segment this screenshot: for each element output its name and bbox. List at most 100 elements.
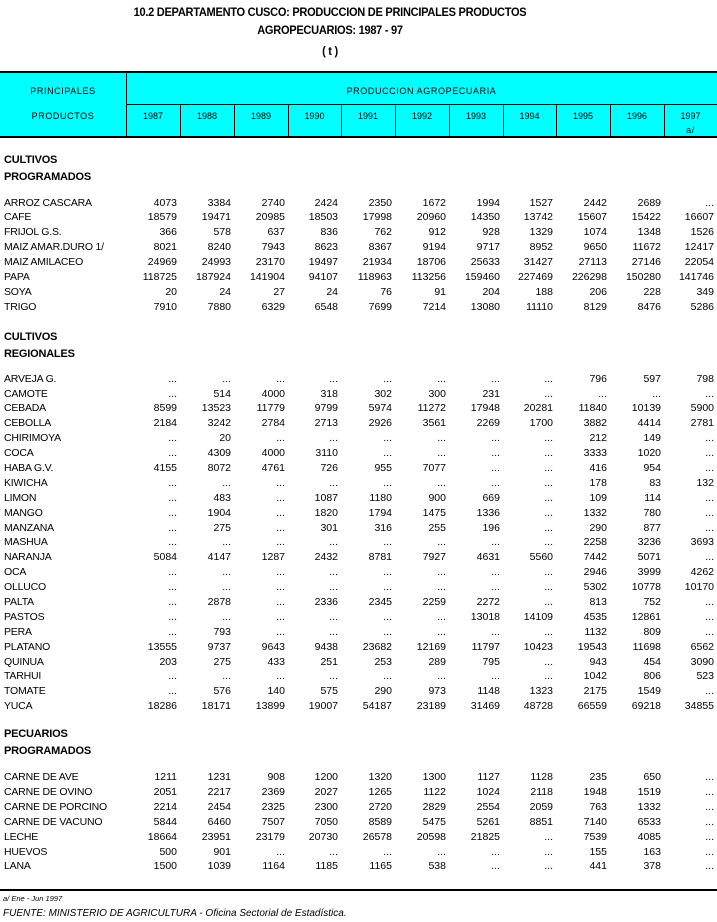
row-value: ... [544,521,553,534]
row-value: 1020 [637,447,661,460]
table-row: TARHUI........................ 1042 806 523 [0,669,717,684]
row-value: 8952 [529,241,553,254]
row-value: 2027 [314,786,338,798]
row-value: 5302 [583,581,607,594]
row-value: ... [705,771,714,784]
table-row: TRIGO 7910 7880 6329 6548 7699 7214 13080 11110 8… [0,300,717,315]
table-row: CAMOTE... 514 4000 318 302 300 231............ [0,387,717,402]
row-value: ... [168,506,177,519]
row-value: 27113 [578,256,607,269]
row-value: ... [705,387,714,400]
row-value: 9643 [261,640,285,653]
row-value: 2272 [476,595,500,608]
row-value: 7140 [583,815,607,828]
row-value: ... [383,670,392,683]
row-value: 13018 [470,610,500,623]
row-value: 302 [374,387,392,400]
header-divider [664,104,665,136]
row-value: 576 [213,685,231,698]
row-value: 13080 [470,300,500,313]
row-value: ... [705,432,714,445]
row-value: 2051 [153,786,177,798]
row-value: 10170 [684,581,714,594]
row-value: ... [168,595,177,608]
row-value: 877 [643,521,661,534]
row-value: 6460 [207,815,231,828]
row-value: 2454 [207,800,231,813]
row-value: ... [168,447,177,460]
row-value: 22054 [684,256,714,269]
row-value: 9799 [314,402,338,415]
row-value: 212 [589,432,607,445]
row-value: 973 [428,685,446,698]
row-value: ... [383,432,392,445]
row-value: ... [276,476,285,489]
row-value: 809 [643,625,661,638]
row-value: 8129 [583,300,607,313]
table-row: MAIZ AMAR.DURO 1/8021 8240 7943 8623 8367 919… [0,240,717,255]
row-label: MANZANA [4,521,54,534]
row-label: TARHUI [4,670,42,683]
row-value: 18579 [147,211,177,224]
row-value: 231 [482,387,500,400]
table-row: MANZANA... 275... 301 316 255 196... 290 877... [0,521,717,536]
table-row: OLLUCO........................ 5302 10778 1… [0,580,717,595]
row-value: 6533 [637,815,661,828]
row-value: 2258 [583,536,607,549]
row-value: 2325 [261,800,285,813]
row-value: 13523 [201,402,231,415]
section-heading: CULTIVOS [4,153,58,166]
row-value: ... [437,670,446,683]
row-value: ... [544,432,553,445]
row-value: 7880 [207,300,231,313]
row-value: ... [491,476,500,489]
row-value: 226298 [571,270,607,283]
section-heading: PROGRAMADOS [4,745,92,758]
row-value: 18664 [147,830,177,843]
section-heading: PROGRAMADOS [4,170,92,183]
row-value: 159460 [464,270,500,283]
row-value: 132 [696,476,714,489]
row-value: ... [329,581,338,594]
row-value: ... [168,685,177,698]
row-value: 20960 [416,211,446,224]
row-value: ... [222,670,231,683]
row-value: 752 [643,595,661,608]
table-row: FRIJOL G.S. 366 578 637 836 762 912 928 1329 1074… [0,225,717,240]
row-value: 203 [159,655,177,668]
table-row: ARROZ CASCARA 4073 3384 2740 2424 2350 1672 199… [0,196,717,211]
row-value: 5844 [153,815,177,828]
row-value: 5475 [422,815,446,828]
table-row: HABA G.V. 4155 8072 4761 726 955 7077...... 416… [0,461,717,476]
row-value: 255 [428,521,446,534]
row-value: 19543 [577,640,607,653]
table-row: YUCA 18286 18171 13899 19007 54187 23189 31469 4… [0,699,717,714]
row-value: 21825 [470,830,500,843]
row-value: 2118 [530,786,553,798]
row-value: ... [544,387,553,400]
row-value: 3242 [207,417,231,430]
table-row: CEBOLLA 2184 3242 2784 2713 2926 3561 2269 1700 3… [0,416,717,431]
row-value: 669 [482,491,500,504]
row-value: 316 [374,521,392,534]
row-value: ... [491,845,500,858]
row-value: 2300 [314,800,338,813]
row-value: ... [222,610,231,623]
row-value: 2740 [261,196,285,209]
table-row: OCA........................ 2946 3999 4262 [0,565,717,580]
row-value: 454 [643,655,661,668]
row-value: ... [383,845,392,858]
row-value: ... [544,845,553,858]
row-value: 1211 [154,771,177,784]
row-value: 813 [589,595,607,608]
row-value: ... [276,491,285,504]
row-value: ... [705,447,714,460]
row-value: 2217 [207,786,231,798]
row-value: 1087 [314,491,338,504]
row-value: 11779 [256,402,285,415]
row-value: 228 [643,285,661,298]
table-subtitle: AGROPECUARIOS: 1987 - 97 [257,23,403,37]
row-value: 14109 [523,610,553,623]
row-value: 5084 [153,551,177,564]
header-year: 1996 [626,111,648,121]
